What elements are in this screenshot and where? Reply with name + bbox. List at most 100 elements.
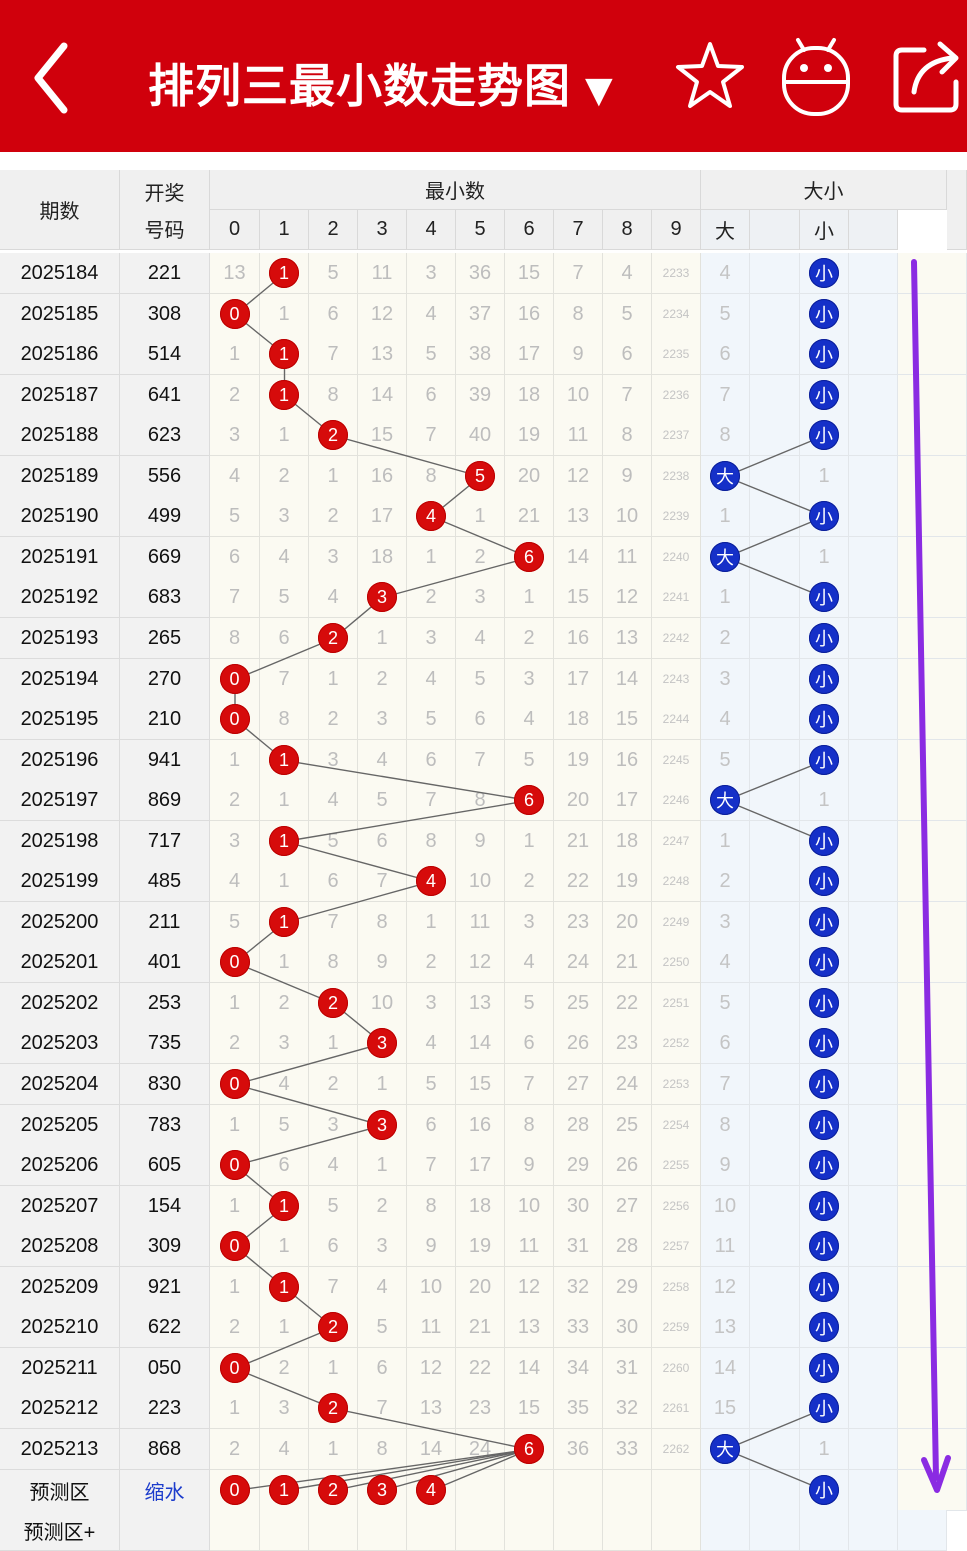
- prediction-plus-draw: [120, 1510, 210, 1551]
- miss-cell-0: 1: [210, 334, 260, 375]
- prediction-ball[interactable]: 0: [219, 1475, 250, 1505]
- size-empty-cell: [849, 902, 898, 943]
- period-cell: 2025190: [0, 496, 120, 537]
- prediction-cell-5[interactable]: [456, 1470, 505, 1511]
- miss-cell-0: 2: [210, 1307, 260, 1348]
- prediction-plus-cell-5[interactable]: [456, 1510, 505, 1551]
- header-edge: [947, 170, 967, 250]
- size-empty-cell: [849, 1470, 898, 1511]
- digit-header-0: 0: [210, 210, 260, 250]
- miss-cell-9: 2248: [652, 861, 701, 902]
- min-number-ball: 6: [514, 1434, 544, 1464]
- size-empty-cell: [701, 1510, 750, 1551]
- size-small-ball: 小: [809, 1069, 839, 1099]
- prediction-cell-9[interactable]: [652, 1470, 701, 1511]
- page-title[interactable]: 排列三最小数走势图 ▼: [148, 50, 614, 116]
- digit-header-1: 1: [260, 210, 309, 250]
- min-number-ball: 2: [318, 988, 348, 1018]
- robot-button[interactable]: [776, 36, 856, 125]
- miss-cell-0: 13: [210, 253, 260, 294]
- size-big-cell: 1: [701, 496, 750, 537]
- miss-cell-7: 23: [554, 902, 603, 943]
- draw-number-header: 开奖 号码: [120, 170, 210, 250]
- prediction-plus-cell-9[interactable]: [652, 1510, 701, 1551]
- favorite-button[interactable]: [672, 36, 748, 121]
- prediction-plus-cell-1[interactable]: [260, 1510, 309, 1551]
- share-button[interactable]: [890, 36, 966, 121]
- size-big-ball: 大: [710, 542, 740, 572]
- period-cell: 2025187: [0, 375, 120, 416]
- miss-cell-4: 6: [407, 1105, 456, 1146]
- prediction-draw-link[interactable]: 缩水: [120, 1470, 210, 1511]
- miss-cell-6: 15: [505, 1388, 554, 1429]
- prediction-plus-cell-0[interactable]: [210, 1510, 260, 1551]
- miss-cell-9: 2239: [652, 496, 701, 537]
- prediction-ball[interactable]: 3: [367, 1475, 397, 1505]
- digit-header-5: 5: [456, 210, 505, 250]
- miss-cell-1: 4: [260, 1429, 309, 1470]
- prediction-size-ball[interactable]: 小: [809, 1475, 839, 1505]
- draw-cell: 514: [120, 334, 210, 375]
- prediction-plus-cell-6[interactable]: [505, 1510, 554, 1551]
- size-big-cell: 13: [701, 1307, 750, 1348]
- period-cell: 2025193: [0, 618, 120, 659]
- size-edge-cell: [898, 415, 967, 456]
- miss-cell-9: 2259: [652, 1307, 701, 1348]
- miss-cell-4: 8: [407, 456, 456, 497]
- size-small-ball: 小: [809, 988, 839, 1018]
- period-cell: 2025197: [0, 780, 120, 821]
- size-empty-cell: [849, 294, 898, 335]
- back-button[interactable]: [28, 38, 88, 118]
- miss-cell-3: 3: [358, 1226, 407, 1267]
- prediction-ball[interactable]: 4: [416, 1475, 446, 1505]
- miss-cell-4: 11: [407, 1307, 456, 1348]
- miss-cell-3: 17: [358, 496, 407, 537]
- miss-cell-0: 2: [210, 780, 260, 821]
- period-cell: 2025210: [0, 1307, 120, 1348]
- miss-cell-3: 14: [358, 375, 407, 416]
- size-empty-cell: [849, 415, 898, 456]
- size-big-ball: 大: [710, 785, 740, 815]
- digit-header-9: 9: [652, 210, 701, 250]
- miss-cell-7: 17: [554, 659, 603, 700]
- prediction-ball[interactable]: 2: [318, 1475, 348, 1505]
- size-empty-cell: [750, 699, 800, 740]
- draw-header-line2: 号码: [144, 219, 185, 242]
- miss-cell-9: 2258: [652, 1267, 701, 1308]
- prediction-plus-cell-2[interactable]: [309, 1510, 358, 1551]
- size-small-ball: 小: [809, 704, 839, 734]
- miss-cell-1: 4: [260, 537, 309, 578]
- miss-cell-6: 4: [505, 942, 554, 983]
- miss-cell-8: 14: [603, 659, 652, 700]
- size-edge-cell: [898, 902, 967, 943]
- period-cell: 2025195: [0, 699, 120, 740]
- miss-cell-5: 36: [456, 253, 505, 294]
- miss-cell-3: 2: [358, 1186, 407, 1227]
- miss-cell-6: 4: [505, 699, 554, 740]
- prediction-cell-6[interactable]: [505, 1470, 554, 1511]
- miss-cell-5: 40: [456, 415, 505, 456]
- size-small-ball: 小: [809, 1393, 839, 1423]
- size-small-ball: 小: [809, 339, 839, 369]
- size-small-ball: 小: [809, 501, 839, 531]
- size-small-ball: 小: [809, 1272, 839, 1302]
- miss-cell-6: 13: [505, 1307, 554, 1348]
- prediction-cell-7[interactable]: [554, 1470, 603, 1511]
- period-cell: 2025199: [0, 861, 120, 902]
- size-edge-cell: [898, 942, 967, 983]
- size-empty-cell: [800, 1510, 849, 1551]
- miss-cell-7: 11: [554, 415, 603, 456]
- prediction-plus-cell-8[interactable]: [603, 1510, 652, 1551]
- min-number-ball: 6: [514, 785, 544, 815]
- prediction-cell-8[interactable]: [603, 1470, 652, 1511]
- size-edge-cell: [898, 375, 967, 416]
- prediction-ball[interactable]: 1: [269, 1475, 299, 1505]
- min-number-ball: 3: [367, 582, 397, 612]
- size-small-ball: 小: [809, 299, 839, 329]
- miss-cell-7: 7: [554, 253, 603, 294]
- miss-cell-9: 2253: [652, 1064, 701, 1105]
- prediction-plus-cell-4[interactable]: [407, 1510, 456, 1551]
- prediction-plus-cell-7[interactable]: [554, 1510, 603, 1551]
- back-arrow-icon: [34, 42, 68, 114]
- prediction-plus-cell-3[interactable]: [358, 1510, 407, 1551]
